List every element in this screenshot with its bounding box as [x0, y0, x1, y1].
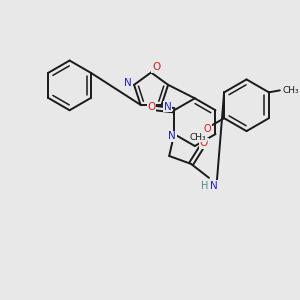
Text: O: O: [200, 138, 208, 148]
Text: methoxy: methoxy: [197, 137, 203, 139]
Text: N: N: [124, 78, 132, 88]
Text: H: H: [201, 181, 209, 191]
Text: N: N: [210, 181, 218, 191]
Text: N: N: [168, 131, 176, 141]
Text: N: N: [164, 102, 171, 112]
Text: O: O: [152, 62, 160, 73]
Text: CH₃: CH₃: [190, 133, 207, 142]
Text: CH₃: CH₃: [282, 86, 299, 95]
Text: O: O: [203, 124, 211, 134]
Text: O: O: [147, 102, 155, 112]
